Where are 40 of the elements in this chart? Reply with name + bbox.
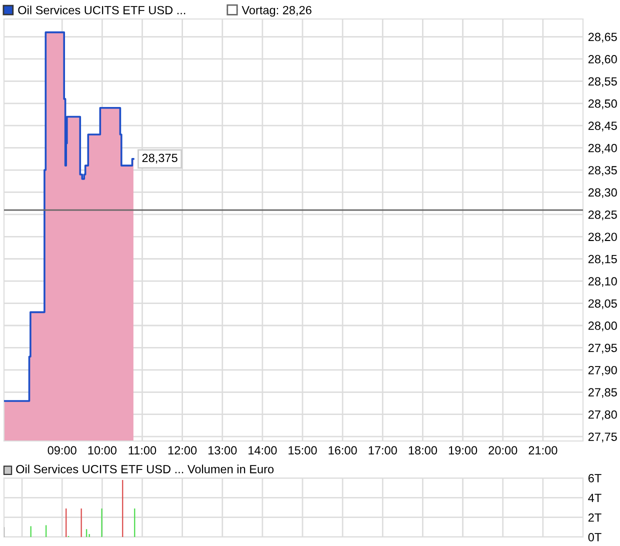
y-tick-label: 2T: [588, 513, 602, 522]
y-tick-label: 6T: [588, 474, 602, 482]
y-tick-label: 27,75: [588, 432, 617, 442]
y-tick-label: 27,85: [588, 388, 617, 398]
y-tick-label: 28,30: [588, 188, 617, 198]
y-tick-label: 0T: [588, 533, 602, 542]
x-tick-label: 14:00: [248, 446, 277, 455]
y-tick-label: 28,15: [588, 254, 617, 265]
y-tick-label: 28,25: [588, 210, 617, 220]
y-tick-label: 28,65: [588, 32, 617, 43]
y-tick-label: 28,10: [588, 277, 617, 287]
annotation: 28,375: [142, 154, 178, 164]
y-tick-label: 28,00: [588, 322, 617, 332]
x-tick-label: 20:00: [488, 446, 518, 455]
y-tick-label: 27,90: [588, 366, 617, 376]
y-tick-label: 27,95: [588, 344, 617, 354]
x-tick-label: 09:00: [48, 446, 76, 455]
x-tick-label: 15:00: [288, 446, 317, 455]
x-tick-label: 13:00: [208, 446, 237, 455]
x-tick-label: 10:00: [88, 446, 116, 455]
y-tick-label: 27,80: [588, 410, 617, 420]
y-tick-label: 28,45: [588, 122, 617, 132]
x-tick-label: 18:00: [408, 446, 438, 455]
x-tick-label: 12:00: [168, 446, 197, 455]
y-tick-label: 28,55: [588, 77, 617, 87]
x-tick-label: 11:00: [128, 446, 156, 455]
legend-label: Vortag: 28,26: [242, 6, 312, 17]
chart-title: Oil Services UCITS ETF USD ... Volumen in Euro: [16, 464, 274, 474]
y-tick-label: 28,20: [588, 232, 617, 242]
x-tick-label: 17:00: [368, 446, 397, 455]
x-tick-label: 19:00: [448, 446, 478, 455]
y-tick-label: 28,40: [588, 144, 617, 154]
legend-label: Oil Services UCITS ETF USD ...: [18, 6, 186, 14]
y-tick-label: 28,35: [588, 166, 617, 176]
y-tick-label: 28,50: [588, 99, 617, 110]
x-tick-label: 21:00: [528, 446, 558, 455]
y-tick-label: 28,05: [588, 299, 617, 310]
x-tick-label: 16:00: [328, 446, 357, 455]
y-tick-label: 28,60: [588, 55, 617, 65]
y-tick-label: 4T: [588, 494, 602, 502]
